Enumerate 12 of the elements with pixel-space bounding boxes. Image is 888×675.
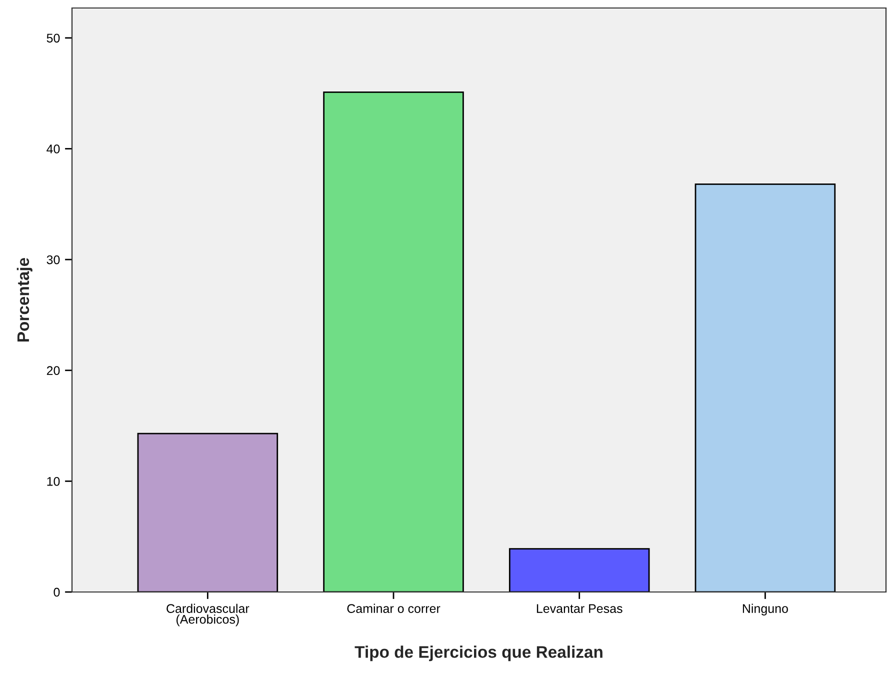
y-tick-label: 0 <box>54 588 60 597</box>
y-axis-title: Porcentaje <box>16 258 32 342</box>
x-axis-title: Tipo de Ejercicios que Realizan <box>354 646 602 662</box>
x-tick-label: Caminar o correr <box>347 604 440 613</box>
y-tick-label: 20 <box>46 366 60 376</box>
y-tick-label: 40 <box>46 144 60 154</box>
y-tick-label: 50 <box>46 34 60 43</box>
x-tick-label: Levantar Pesas <box>536 604 622 613</box>
x-tick-label: Ninguno <box>742 604 788 616</box>
y-tick-label: 10 <box>47 476 60 486</box>
x-tick-label: Cardiovascular (Aerobicos) <box>166 604 250 626</box>
y-tick-label: 30 <box>46 255 60 264</box>
